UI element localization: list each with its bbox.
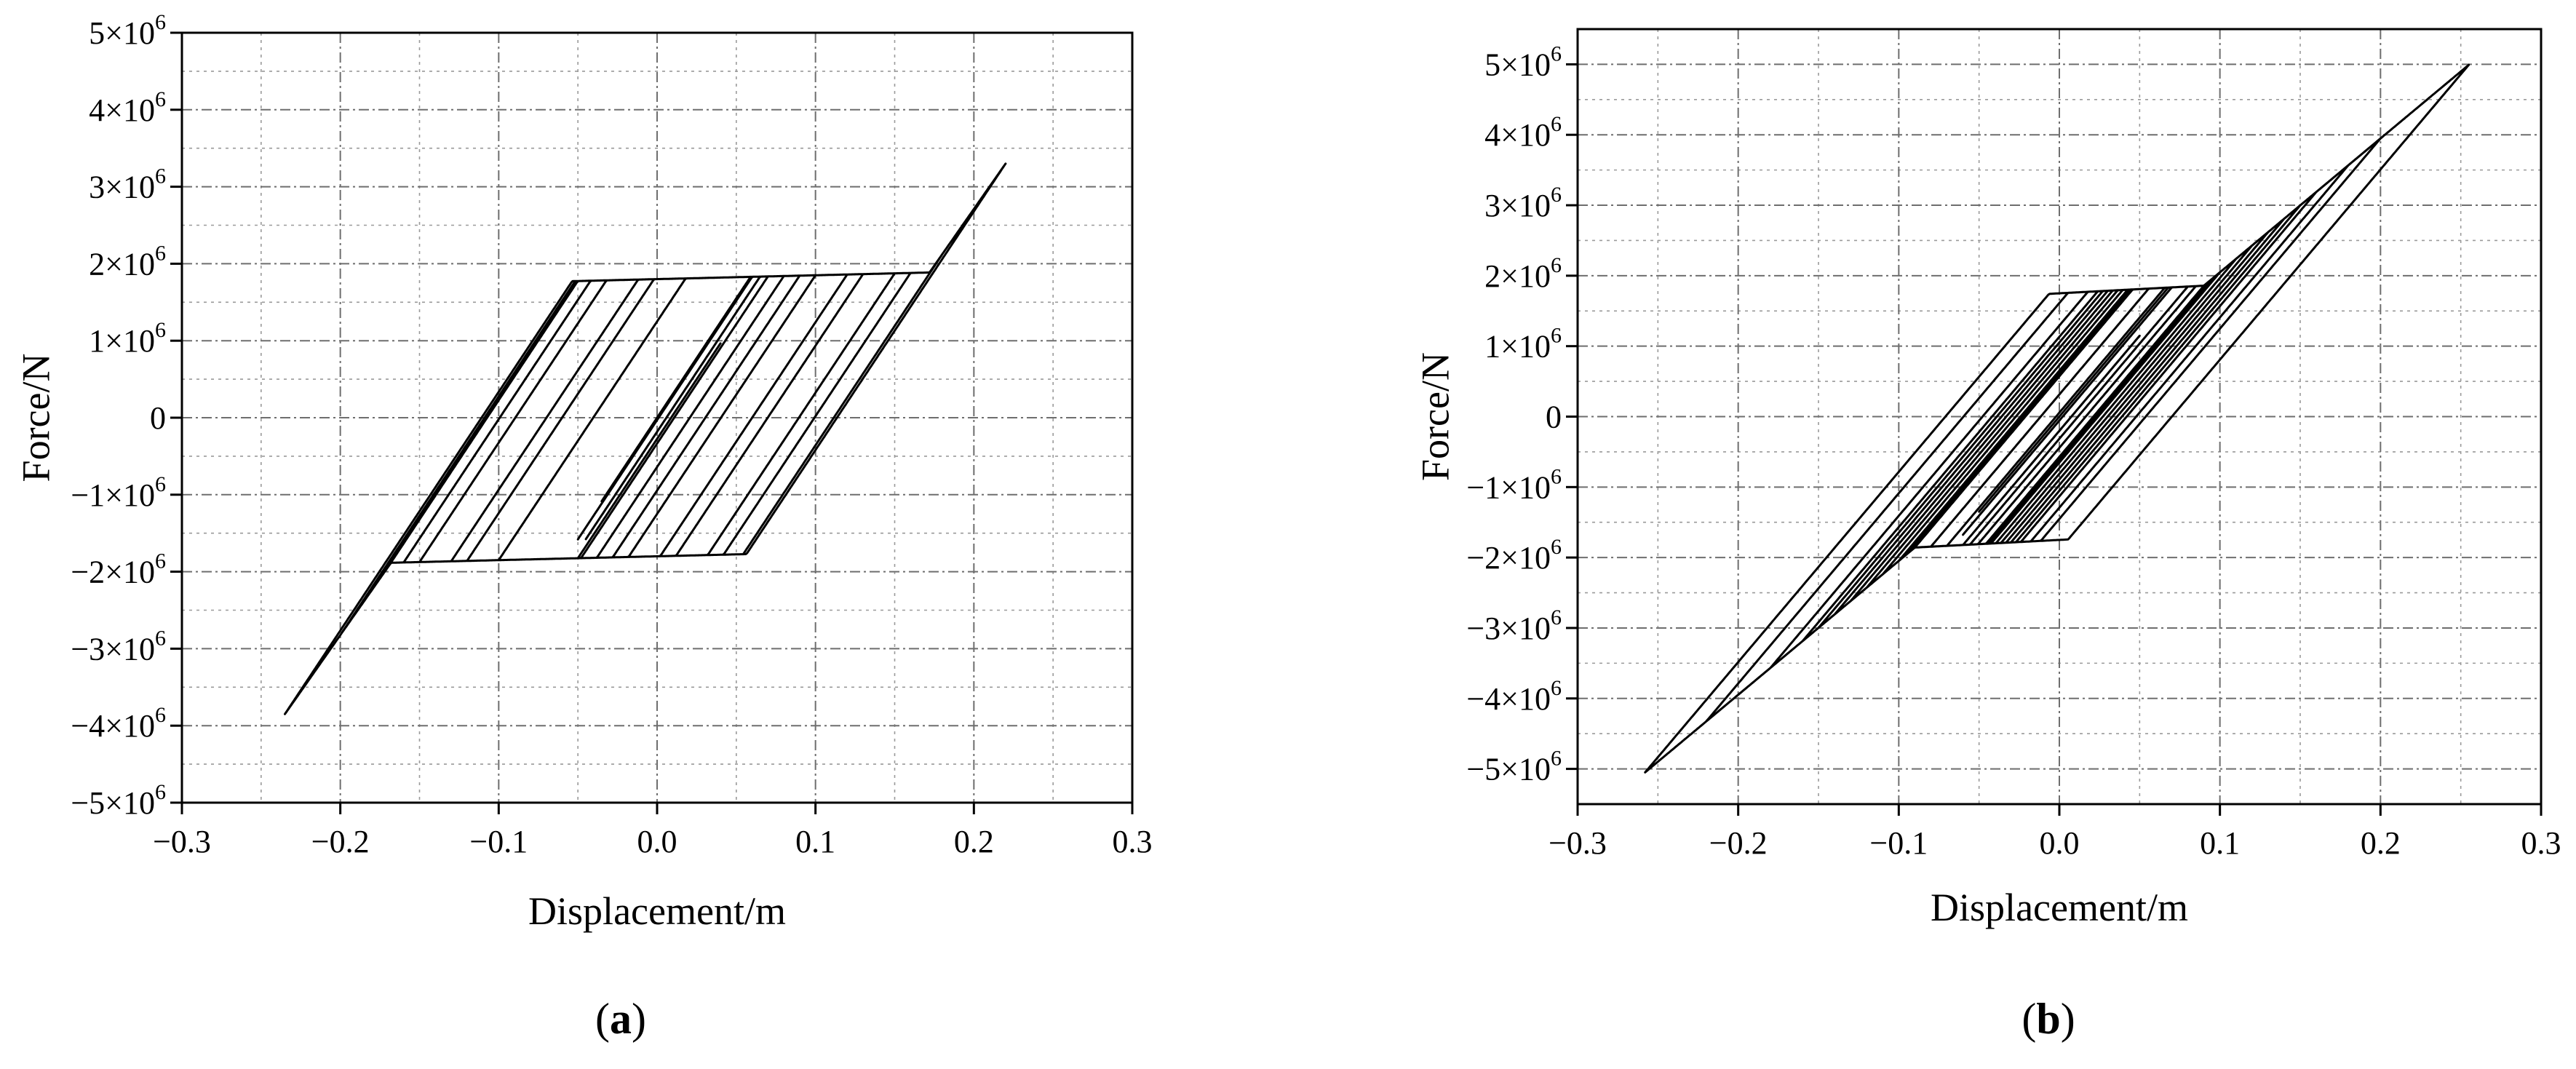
x-tick-label: 0.0 (2040, 825, 2080, 861)
x-tick-label: 0.2 (2361, 825, 2401, 861)
y-tick-label: −4×106 (1466, 676, 1562, 717)
y-tick-label: −3×106 (71, 626, 166, 667)
hysteresis-curve (1644, 63, 2470, 774)
x-axis-title: Displacement/m (528, 889, 786, 933)
y-tick-label: 0 (1546, 400, 1562, 435)
panel-label: (b) (2022, 995, 2075, 1043)
x-tick-label: −0.1 (1869, 825, 1928, 861)
y-tick-label: 2×106 (1484, 253, 1562, 294)
y-tick-label: −1×106 (1466, 464, 1562, 505)
chart-panel-a: −0.3 −0.2 −0.1 0.0 0.1 0.2 0.3 −5×106 −4×106 −3×1… (14, 10, 1152, 1043)
x-tick-label: −0.2 (1709, 825, 1768, 861)
x-tick-label: −0.1 (469, 824, 528, 859)
y-tick-label: 4×106 (89, 87, 166, 128)
x-axis: −0.3 −0.2 −0.1 0.0 0.1 0.2 0.3 (1549, 804, 2561, 861)
x-tick-label: 0.1 (795, 824, 835, 859)
x-tick-label: −0.3 (153, 824, 211, 859)
x-axis-title: Displacement/m (1931, 886, 2188, 929)
x-tick-label: −0.2 (311, 824, 370, 859)
y-tick-label: −4×106 (71, 703, 166, 744)
y-axis: −5×106 −4×106 −3×106 −2×106 −1×106 0 1×106 2×10… (71, 10, 182, 821)
y-tick-label: 3×106 (89, 164, 166, 205)
y-axis-title: Force/N (14, 354, 57, 482)
x-tick-label: 0.3 (1113, 824, 1153, 859)
chart-panel-b: −0.3 −0.2 −0.1 0.0 0.1 0.2 0.3 −5×106 −4×106 −3×1… (1413, 28, 2561, 1043)
y-tick-label: −5×106 (71, 780, 166, 821)
x-tick-label: 0.3 (2521, 825, 2561, 861)
y-tick-label: 3×106 (1484, 183, 1562, 223)
y-tick-label: 1×106 (1484, 324, 1562, 365)
x-tick-label: 0.1 (2200, 825, 2240, 861)
y-tick-label: 0 (150, 400, 166, 436)
y-tick-label: −1×106 (71, 472, 166, 513)
y-axis: −5×106 −4×106 −3×106 −2×106 −1×106 0 1×106 2×10… (1466, 41, 1578, 787)
y-tick-label: −2×106 (71, 549, 166, 590)
y-tick-label: 1×106 (89, 318, 166, 359)
y-tick-label: 2×106 (89, 241, 166, 282)
hysteresis-curve (284, 162, 1007, 715)
y-tick-label: 5×106 (89, 10, 166, 51)
x-tick-label: −0.3 (1549, 825, 1607, 861)
y-tick-label: −3×106 (1466, 605, 1562, 646)
x-axis: −0.3 −0.2 −0.1 0.0 0.1 0.2 0.3 (153, 803, 1153, 859)
y-tick-label: −5×106 (1466, 747, 1562, 787)
y-axis-title: Force/N (1413, 352, 1457, 481)
x-tick-label: 0.2 (954, 824, 994, 859)
x-tick-label: 0.0 (637, 824, 677, 859)
y-tick-label: 4×106 (1484, 112, 1562, 153)
panel-label: (a) (595, 995, 646, 1043)
y-tick-label: 5×106 (1484, 41, 1562, 82)
y-tick-label: −2×106 (1466, 535, 1562, 576)
